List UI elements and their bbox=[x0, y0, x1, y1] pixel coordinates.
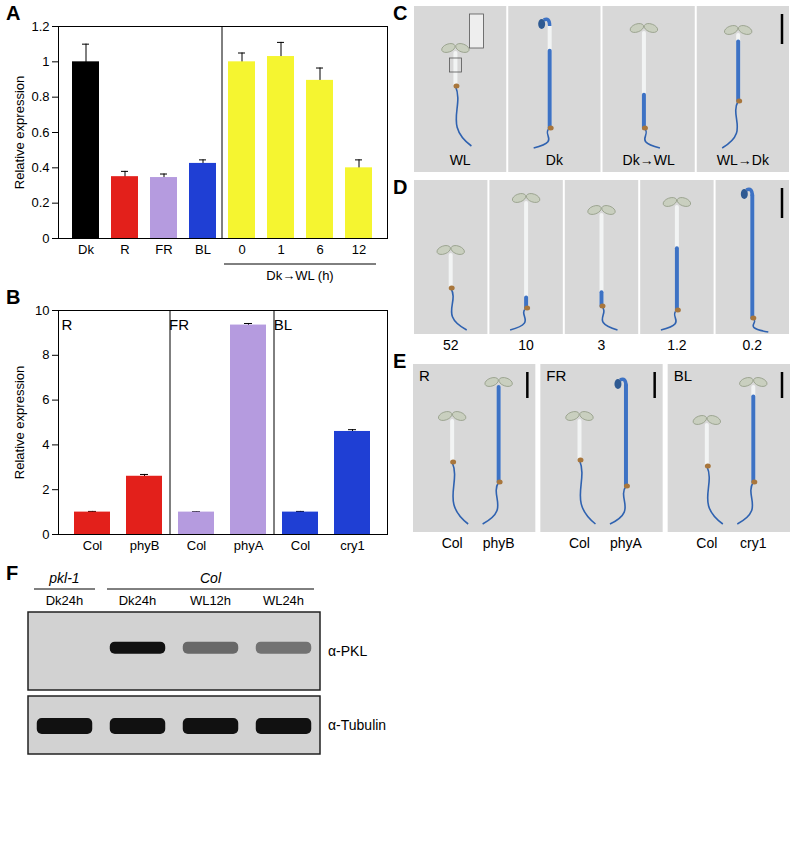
svg-text:cry1: cry1 bbox=[740, 535, 767, 551]
svg-text:Dk→WL: Dk→WL bbox=[623, 152, 675, 168]
svg-text:R: R bbox=[419, 367, 430, 384]
html-text:E: E bbox=[393, 350, 407, 372]
svg-text:FR: FR bbox=[155, 242, 172, 257]
svg-text:0: 0 bbox=[42, 231, 49, 246]
svg-text:R: R bbox=[120, 242, 129, 257]
svg-text:Dk: Dk bbox=[78, 242, 94, 257]
svg-text:1: 1 bbox=[277, 242, 284, 257]
svg-text:0: 0 bbox=[238, 242, 245, 257]
svg-text:0.2: 0.2 bbox=[31, 195, 49, 210]
svg-text:BL: BL bbox=[674, 367, 692, 384]
svg-text:4: 4 bbox=[42, 437, 49, 452]
svg-text:12: 12 bbox=[352, 242, 366, 257]
svg-text:Dk→WL (h): Dk→WL (h) bbox=[266, 268, 333, 283]
svg-text:2: 2 bbox=[42, 482, 49, 497]
html-text:C: C bbox=[393, 2, 408, 24]
svg-text:0.2: 0.2 bbox=[743, 337, 763, 353]
svg-text:0.4: 0.4 bbox=[31, 160, 49, 175]
svg-text:Col: Col bbox=[83, 538, 103, 553]
svg-text:FR: FR bbox=[169, 316, 189, 333]
svg-text:phyA: phyA bbox=[610, 535, 643, 551]
svg-text:Dk24h: Dk24h bbox=[46, 593, 84, 608]
svg-text:Dk24h: Dk24h bbox=[119, 593, 157, 608]
svg-text:BL: BL bbox=[195, 242, 211, 257]
svg-text:cry1: cry1 bbox=[340, 538, 365, 553]
svg-text:Col: Col bbox=[569, 535, 590, 551]
svg-text:Dk: Dk bbox=[546, 152, 564, 168]
svg-text:Col: Col bbox=[696, 535, 717, 551]
svg-text:10: 10 bbox=[35, 303, 49, 318]
html-text:D: D bbox=[393, 176, 408, 198]
svg-text:Col: Col bbox=[187, 538, 207, 553]
svg-text:FR: FR bbox=[546, 367, 566, 384]
svg-text:1: 1 bbox=[42, 54, 49, 69]
svg-text:WL: WL bbox=[450, 152, 471, 168]
svg-text:BL: BL bbox=[274, 316, 292, 333]
svg-text:Col: Col bbox=[291, 538, 311, 553]
svg-text:Col: Col bbox=[200, 570, 222, 586]
svg-text:WL24h: WL24h bbox=[263, 593, 304, 608]
svg-text:phyB: phyB bbox=[130, 538, 160, 553]
svg-text:WL→Dk: WL→Dk bbox=[717, 152, 770, 168]
svg-text:3: 3 bbox=[598, 337, 606, 353]
svg-text:pkl-1: pkl-1 bbox=[48, 570, 79, 586]
svg-text:1.2: 1.2 bbox=[31, 19, 49, 34]
svg-text:phyB: phyB bbox=[483, 535, 515, 551]
svg-text:6: 6 bbox=[316, 242, 323, 257]
svg-text:8: 8 bbox=[42, 347, 49, 362]
svg-text:R: R bbox=[62, 316, 73, 333]
svg-text:α-Tubulin: α-Tubulin bbox=[328, 717, 386, 733]
html-text:A: A bbox=[6, 2, 21, 24]
svg-text:phyA: phyA bbox=[234, 538, 264, 553]
svg-text:Relative expression: Relative expression bbox=[12, 366, 27, 479]
html-text:B: B bbox=[6, 286, 21, 308]
svg-text:Relative expression: Relative expression bbox=[12, 76, 27, 189]
svg-text:WL12h: WL12h bbox=[190, 593, 231, 608]
svg-text:10: 10 bbox=[518, 337, 534, 353]
svg-text:52: 52 bbox=[443, 337, 459, 353]
svg-text:6: 6 bbox=[42, 392, 49, 407]
svg-text:α-PKL: α-PKL bbox=[328, 643, 367, 659]
svg-text:0: 0 bbox=[42, 527, 49, 542]
svg-text:Col: Col bbox=[442, 535, 463, 551]
svg-text:0.8: 0.8 bbox=[31, 89, 49, 104]
svg-text:0.6: 0.6 bbox=[31, 125, 49, 140]
html-text:F: F bbox=[6, 562, 19, 584]
svg-text:1.2: 1.2 bbox=[667, 337, 687, 353]
